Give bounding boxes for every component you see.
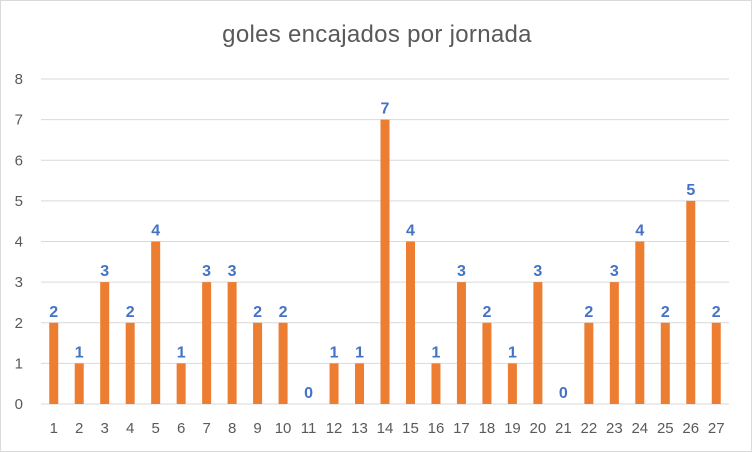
- x-tick-label: 12: [326, 420, 343, 437]
- x-tick-label: 1: [50, 420, 58, 437]
- data-label: 0: [304, 385, 313, 402]
- x-tick-label: 11: [301, 420, 317, 437]
- data-label: 3: [610, 263, 619, 280]
- x-tick-label: 18: [479, 420, 496, 437]
- x-tick-label: 15: [402, 420, 419, 437]
- data-label: 1: [330, 344, 339, 361]
- x-tick-label: 2: [75, 420, 83, 437]
- y-tick-label: 1: [15, 355, 23, 372]
- bar-24: [635, 241, 645, 404]
- chart-title: goles encajados por jornada: [222, 21, 532, 48]
- data-label: 2: [584, 304, 593, 321]
- data-label: 2: [712, 304, 721, 321]
- data-label: 3: [100, 263, 109, 280]
- bar-13: [355, 363, 365, 404]
- data-label: 2: [279, 304, 288, 321]
- bar-8: [227, 282, 237, 404]
- x-tick-label: 9: [253, 420, 261, 437]
- data-label: 3: [228, 263, 237, 280]
- y-tick-label: 4: [15, 234, 23, 251]
- x-tick-label: 13: [351, 420, 368, 437]
- data-label: 4: [635, 223, 644, 240]
- bar-2: [74, 363, 84, 404]
- bar-18: [482, 322, 492, 404]
- y-tick-label: 0: [15, 396, 23, 413]
- x-tick-label: 19: [504, 420, 521, 437]
- bar-23: [609, 282, 619, 404]
- bar-12: [329, 363, 339, 404]
- data-label: 3: [533, 263, 542, 280]
- x-tick-label: 7: [202, 420, 210, 437]
- data-label: 2: [49, 304, 58, 321]
- data-label: 4: [406, 223, 415, 240]
- bar-25: [660, 322, 670, 404]
- data-label: 5: [686, 182, 695, 199]
- data-label: 3: [457, 263, 466, 280]
- bar-10: [278, 322, 288, 404]
- bar-5: [151, 241, 161, 404]
- x-tick-label: 27: [708, 420, 725, 437]
- x-tick-label: 24: [631, 420, 648, 437]
- x-tick-label: 26: [682, 420, 699, 437]
- x-tick-label: 20: [530, 420, 547, 437]
- y-tick-label: 2: [15, 315, 23, 332]
- bar-9: [253, 322, 263, 404]
- y-tick-label: 8: [15, 71, 23, 88]
- x-tick-label: 5: [151, 420, 159, 437]
- x-tick-label: 16: [428, 420, 445, 437]
- y-tick-label: 7: [15, 112, 23, 129]
- x-tick-label: 17: [453, 420, 470, 437]
- bar-16: [431, 363, 441, 404]
- bar-26: [686, 200, 696, 404]
- bar-1: [49, 322, 59, 404]
- data-label: 2: [482, 304, 491, 321]
- bar-19: [507, 363, 517, 404]
- data-label: 1: [177, 344, 186, 361]
- y-tick-label: 6: [15, 152, 23, 169]
- data-label: 2: [126, 304, 135, 321]
- data-label: 0: [559, 385, 568, 402]
- y-tick-label: 3: [15, 274, 23, 291]
- x-tick-label: 3: [101, 420, 109, 437]
- data-label: 2: [661, 304, 670, 321]
- x-tick-label: 8: [228, 420, 236, 437]
- data-label: 7: [381, 101, 390, 118]
- bar-14: [380, 119, 390, 404]
- data-label: 3: [202, 263, 211, 280]
- x-tick-label: 22: [581, 420, 598, 437]
- data-label: 4: [151, 223, 160, 240]
- x-tick-label: 4: [126, 420, 134, 437]
- bar-20: [533, 282, 543, 404]
- data-label: 2: [253, 304, 262, 321]
- bar-7: [202, 282, 212, 404]
- x-tick-label: 23: [606, 420, 623, 437]
- y-tick-label: 5: [15, 193, 23, 210]
- x-tick-label: 6: [177, 420, 185, 437]
- x-tick-label: 21: [555, 420, 572, 437]
- bar-15: [405, 241, 415, 404]
- bar-17: [456, 282, 466, 404]
- bar-22: [584, 322, 594, 404]
- data-label: 1: [508, 344, 517, 361]
- bar-27: [711, 322, 721, 404]
- data-label: 1: [75, 344, 84, 361]
- bar-4: [125, 322, 135, 404]
- data-label: 1: [432, 344, 441, 361]
- x-tick-label: 10: [275, 420, 292, 437]
- x-tick-label: 25: [657, 420, 674, 437]
- data-label: 1: [355, 344, 364, 361]
- bar-3: [100, 282, 110, 404]
- x-tick-label: 14: [377, 420, 394, 437]
- bar-6: [176, 363, 186, 404]
